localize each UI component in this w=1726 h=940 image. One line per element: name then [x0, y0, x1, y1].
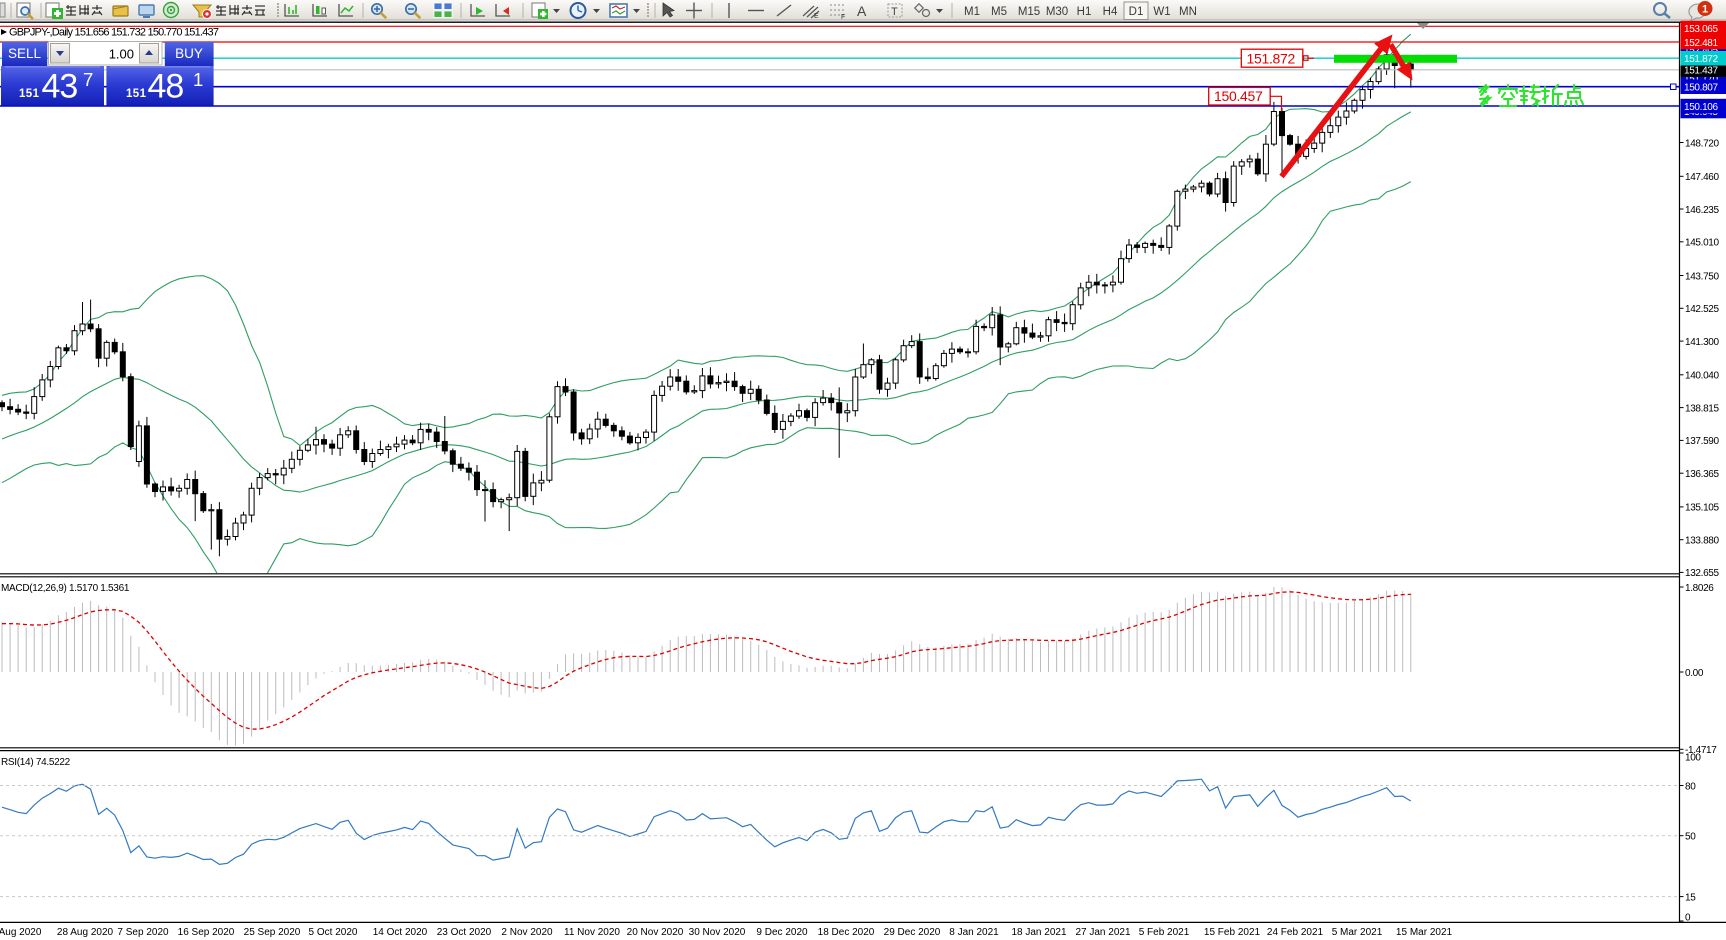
svg-text:RSI(14) 74.5222: RSI(14) 74.5222 [1, 757, 71, 768]
svg-text:D1: D1 [1129, 6, 1144, 18]
svg-text:1.00: 1.00 [109, 47, 134, 62]
svg-text:150.807: 150.807 [1684, 83, 1718, 94]
svg-text:1: 1 [1702, 4, 1708, 16]
svg-text:150.457: 150.457 [1214, 88, 1263, 104]
svg-text:W1: W1 [1153, 6, 1170, 18]
svg-text:20 Nov 2020: 20 Nov 2020 [627, 927, 684, 938]
svg-text:14 Oct 2020: 14 Oct 2020 [373, 927, 428, 938]
svg-text:5 Mar 2021: 5 Mar 2021 [1332, 927, 1383, 938]
svg-text:M1: M1 [964, 6, 980, 18]
svg-text:MN: MN [1179, 6, 1197, 18]
svg-text:E: E [814, 13, 819, 20]
svg-text:138.815: 138.815 [1685, 403, 1719, 414]
svg-text:136.365: 136.365 [1685, 469, 1719, 480]
svg-text:28 Aug 2020: 28 Aug 2020 [57, 927, 114, 938]
svg-text:153.065: 153.065 [1684, 24, 1718, 35]
svg-text:151: 151 [19, 88, 40, 100]
svg-text:151.170: 151.170 [1684, 74, 1718, 85]
svg-text:A: A [857, 3, 867, 19]
svg-text:9 Dec 2020: 9 Dec 2020 [756, 927, 808, 938]
svg-text:F: F [841, 14, 845, 21]
svg-text:H4: H4 [1103, 6, 1118, 18]
svg-text:0: 0 [1685, 913, 1691, 924]
svg-text:151.872: 151.872 [1684, 54, 1718, 65]
svg-text:15 Mar 2021: 15 Mar 2021 [1396, 927, 1453, 938]
svg-text:25 Sep 2020: 25 Sep 2020 [244, 927, 301, 938]
svg-text:0.00: 0.00 [1685, 668, 1704, 679]
svg-text:151.437: 151.437 [1684, 66, 1718, 77]
svg-text:8 Jan 2021: 8 Jan 2021 [949, 927, 999, 938]
svg-text:15 Feb 2021: 15 Feb 2021 [1204, 927, 1261, 938]
svg-text:Aug 2020: Aug 2020 [0, 927, 42, 938]
svg-text:151.872: 151.872 [1247, 51, 1296, 67]
svg-text:-1.4717: -1.4717 [1685, 745, 1717, 756]
svg-text:27 Jan 2021: 27 Jan 2021 [1075, 927, 1130, 938]
svg-text:152.405: 152.405 [1684, 45, 1718, 56]
svg-text:143.750: 143.750 [1685, 271, 1719, 282]
svg-text:18 Jan 2021: 18 Jan 2021 [1011, 927, 1066, 938]
svg-text:7 Sep 2020: 7 Sep 2020 [117, 927, 169, 938]
svg-text:BUY: BUY [175, 46, 203, 61]
svg-text:15: 15 [1685, 892, 1696, 903]
svg-text:M5: M5 [991, 6, 1007, 18]
svg-text:140.040: 140.040 [1685, 371, 1719, 382]
svg-text:M30: M30 [1046, 6, 1068, 18]
svg-text:H1: H1 [1077, 6, 1092, 18]
svg-text:16 Sep 2020: 16 Sep 2020 [178, 927, 235, 938]
svg-text:148.720: 148.720 [1685, 138, 1719, 149]
svg-text:147.460: 147.460 [1685, 172, 1719, 183]
svg-text:T: T [891, 6, 898, 18]
svg-text:152.481: 152.481 [1684, 38, 1718, 49]
svg-text:100: 100 [1685, 753, 1701, 764]
svg-text:132.655: 132.655 [1685, 568, 1719, 579]
svg-text:135.105: 135.105 [1685, 503, 1719, 514]
svg-text:145.010: 145.010 [1685, 238, 1719, 249]
svg-text:1: 1 [193, 69, 203, 90]
svg-text:11 Nov 2020: 11 Nov 2020 [564, 927, 620, 938]
svg-text:GBPJPY-,Daily 151.656 151.732: GBPJPY-,Daily 151.656 151.732 150.770 15… [9, 27, 219, 39]
svg-text:80: 80 [1685, 781, 1696, 792]
svg-text:133.880: 133.880 [1685, 536, 1719, 547]
svg-text:50: 50 [1685, 832, 1696, 843]
svg-text:146.235: 146.235 [1685, 205, 1719, 216]
svg-text:1.8026: 1.8026 [1685, 583, 1714, 594]
svg-text:7: 7 [83, 69, 93, 90]
svg-text:SELL: SELL [8, 46, 42, 61]
svg-text:48: 48 [148, 68, 184, 106]
svg-text:5 Oct 2020: 5 Oct 2020 [309, 927, 358, 938]
svg-text:2 Nov 2020: 2 Nov 2020 [501, 927, 553, 938]
svg-text:141.300: 141.300 [1685, 337, 1719, 348]
svg-text:MACD(12,26,9) 1.5170 1.5361: MACD(12,26,9) 1.5170 1.5361 [1, 583, 130, 594]
svg-text:24 Feb 2021: 24 Feb 2021 [1267, 927, 1324, 938]
svg-text:23 Oct 2020: 23 Oct 2020 [437, 927, 492, 938]
svg-text:151: 151 [126, 88, 147, 100]
svg-text:M15: M15 [1018, 6, 1040, 18]
svg-text:137.590: 137.590 [1685, 436, 1719, 447]
svg-text:29 Dec 2020: 29 Dec 2020 [884, 927, 941, 938]
svg-text:30 Nov 2020: 30 Nov 2020 [689, 927, 746, 938]
svg-text:5 Feb 2021: 5 Feb 2021 [1139, 927, 1190, 938]
svg-text:150.106: 150.106 [1684, 102, 1718, 113]
svg-text:142.525: 142.525 [1685, 304, 1719, 315]
svg-text:18 Dec 2020: 18 Dec 2020 [818, 927, 875, 938]
svg-text:43: 43 [42, 68, 78, 106]
